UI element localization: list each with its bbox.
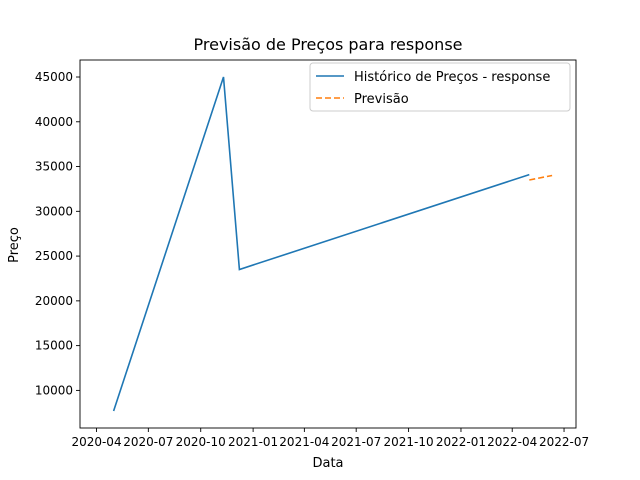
legend: Histórico de Preços - response Previsão [309,62,571,112]
x-tick-label: 2022-04 [487,435,537,449]
legend-label-0: Histórico de Preços - response [354,70,550,85]
x-tick-label: 2021-10 [384,435,434,449]
y-tick-label: 10000 [35,383,73,397]
y-tick-label: 35000 [35,160,73,174]
y-tick-label: 45000 [35,70,73,84]
x-tick-label: 2022-07 [539,435,589,449]
x-tick-label: 2022-01 [436,435,486,449]
series-line-0 [112,76,530,412]
plot-area: 2020-04 2020-07 2020-10 2021-01 2021-04 2021-… [35,59,589,449]
axes-frame [79,59,577,429]
x-tick-label: 2020-04 [71,435,121,449]
x-tick-label: 2021-04 [279,435,329,449]
y-tick-label: 15000 [35,339,73,353]
x-tick-label: 2020-10 [176,435,226,449]
y-axis-label: Preço [7,227,22,263]
series-line-1 [529,174,553,181]
x-tick-label: 2020-07 [123,435,173,449]
legend-box [309,62,571,112]
y-tick-label: 20000 [35,294,73,308]
y-tick-label: 25000 [35,249,73,263]
chart-title: Previsão de Preços para response [194,35,463,54]
x-axis-label: Data [312,456,343,471]
y-tick-label: 30000 [35,204,73,218]
x-tick-label: 2021-07 [331,435,381,449]
legend-label-1: Previsão [354,92,409,107]
x-tick-label: 2021-01 [228,435,278,449]
y-tick-label: 40000 [35,115,73,129]
